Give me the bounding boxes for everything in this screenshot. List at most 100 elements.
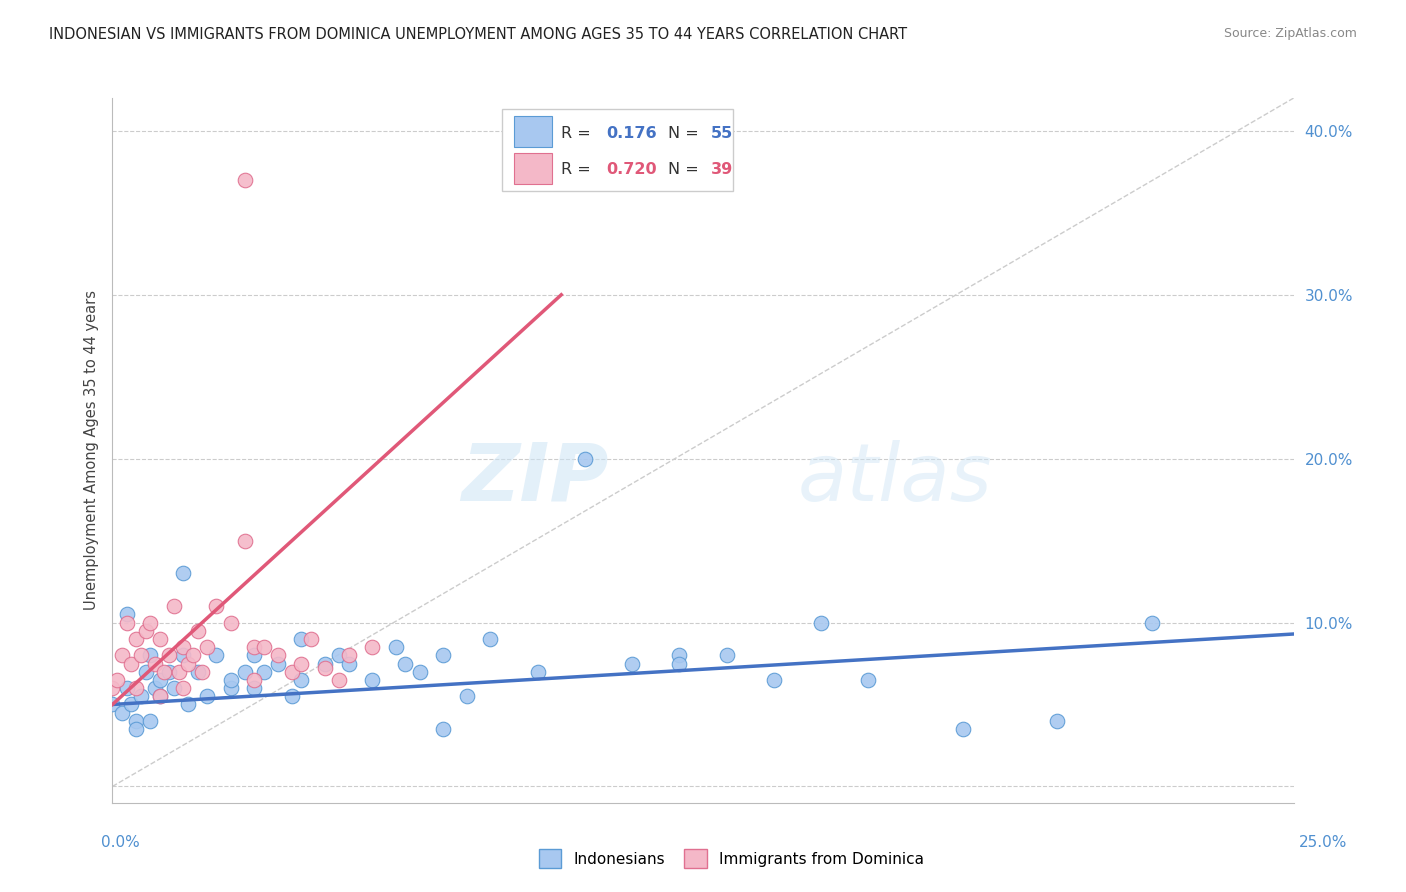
Point	[267, 657, 290, 671]
Point	[149, 690, 172, 704]
Point	[314, 661, 336, 675]
Point	[1046, 714, 1069, 728]
Text: atlas: atlas	[797, 440, 993, 517]
Point	[253, 640, 276, 654]
Text: 0.0%: 0.0%	[101, 836, 141, 850]
Point	[432, 648, 454, 663]
Point	[186, 624, 208, 638]
Point	[281, 690, 304, 704]
Text: 0.176: 0.176	[606, 126, 657, 141]
Point	[219, 681, 242, 695]
Point	[243, 640, 266, 654]
Point	[361, 640, 384, 654]
Point	[668, 648, 690, 663]
Point	[361, 673, 384, 687]
Point	[157, 648, 180, 663]
Point	[716, 648, 738, 663]
Point	[105, 673, 128, 687]
Point	[810, 615, 832, 630]
Text: N =: N =	[668, 162, 703, 178]
Point	[115, 615, 138, 630]
Point	[479, 632, 502, 646]
Point	[290, 657, 312, 671]
Point	[149, 690, 172, 704]
Point	[337, 648, 360, 663]
Point	[143, 657, 166, 671]
Point	[177, 657, 200, 671]
FancyBboxPatch shape	[502, 109, 733, 191]
Point	[143, 681, 166, 695]
Point	[253, 665, 276, 679]
Point	[139, 648, 162, 663]
Point	[233, 533, 256, 548]
Point	[172, 640, 194, 654]
Text: INDONESIAN VS IMMIGRANTS FROM DOMINICA UNEMPLOYMENT AMONG AGES 35 TO 44 YEARS CO: INDONESIAN VS IMMIGRANTS FROM DOMINICA U…	[49, 27, 907, 42]
Point	[762, 673, 785, 687]
Point	[172, 566, 194, 581]
Point	[120, 657, 142, 671]
Point	[172, 648, 194, 663]
Point	[1140, 615, 1163, 630]
Point	[129, 648, 152, 663]
Point	[219, 615, 242, 630]
Point	[177, 698, 200, 712]
Point	[233, 173, 256, 187]
Text: Source: ZipAtlas.com: Source: ZipAtlas.com	[1223, 27, 1357, 40]
Text: 39: 39	[711, 162, 734, 178]
Point	[408, 665, 430, 679]
Point	[299, 632, 322, 646]
Y-axis label: Unemployment Among Ages 35 to 44 years: Unemployment Among Ages 35 to 44 years	[83, 291, 98, 610]
Point	[205, 599, 228, 614]
Point	[205, 648, 228, 663]
Point	[290, 632, 312, 646]
Point	[125, 714, 148, 728]
Point	[139, 615, 162, 630]
Point	[135, 665, 157, 679]
Point	[281, 665, 304, 679]
Point	[101, 681, 124, 695]
Point	[243, 673, 266, 687]
Text: 0.720: 0.720	[606, 162, 657, 178]
Point	[149, 673, 172, 687]
Point	[456, 690, 478, 704]
Point	[314, 657, 336, 671]
Point	[172, 681, 194, 695]
Point	[328, 648, 350, 663]
Point	[858, 673, 880, 687]
Text: R =: R =	[561, 126, 596, 141]
Point	[111, 648, 134, 663]
Point	[101, 698, 124, 712]
Point	[125, 681, 148, 695]
FancyBboxPatch shape	[515, 153, 551, 184]
Point	[135, 624, 157, 638]
Point	[668, 657, 690, 671]
Point	[181, 648, 204, 663]
Point	[243, 681, 266, 695]
Text: ZIP: ZIP	[461, 440, 609, 517]
Point	[157, 665, 180, 679]
Point	[129, 690, 152, 704]
Point	[167, 665, 190, 679]
Point	[432, 722, 454, 736]
Point	[574, 451, 596, 466]
Point	[120, 698, 142, 712]
Point	[115, 681, 138, 695]
Point	[111, 706, 134, 720]
Text: 55: 55	[711, 126, 734, 141]
Text: 25.0%: 25.0%	[1299, 836, 1347, 850]
Point	[163, 599, 186, 614]
Point	[267, 648, 290, 663]
Point	[385, 640, 408, 654]
Point	[195, 640, 218, 654]
Text: N =: N =	[668, 126, 703, 141]
Point	[163, 681, 186, 695]
Point	[233, 665, 256, 679]
Point	[394, 657, 416, 671]
Point	[328, 673, 350, 687]
Point	[153, 665, 176, 679]
Point	[125, 632, 148, 646]
Point	[290, 673, 312, 687]
Point	[243, 648, 266, 663]
Point	[621, 657, 644, 671]
Point	[115, 607, 138, 622]
